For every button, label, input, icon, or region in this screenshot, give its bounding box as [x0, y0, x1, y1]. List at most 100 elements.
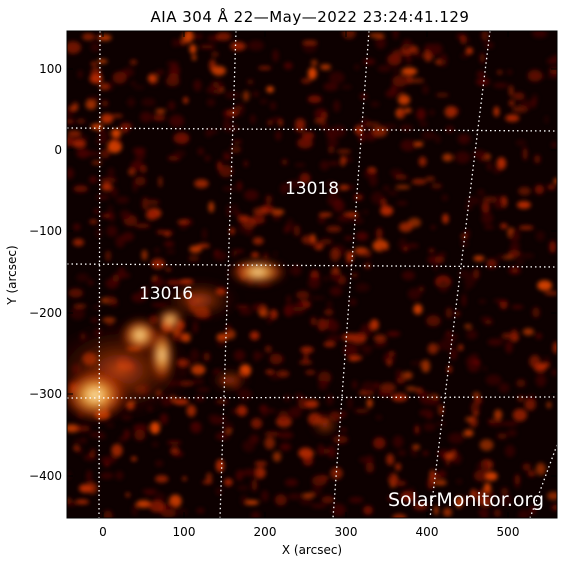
region-label-13016: 13016 [139, 284, 193, 304]
network-blob [151, 258, 165, 269]
network-blob [371, 191, 384, 205]
network-blob [184, 31, 194, 43]
network-blob [243, 160, 248, 167]
network-blob [510, 329, 518, 337]
network-blob [375, 36, 387, 50]
network-blob [494, 195, 504, 199]
network-blob [249, 331, 260, 341]
network-blob [330, 467, 343, 480]
network-blob [193, 79, 202, 92]
network-blob [232, 253, 237, 257]
network-blob [413, 304, 423, 315]
network-blob [254, 461, 267, 467]
network-blob [106, 225, 118, 237]
network-blob [524, 398, 536, 411]
network-blob [326, 128, 338, 140]
network-blob [295, 118, 306, 129]
network-blob [122, 232, 134, 242]
network-blob [103, 510, 113, 518]
solar-image [67, 31, 557, 518]
network-blob [323, 276, 329, 281]
x-axis [102, 31, 509, 518]
network-blob [309, 296, 326, 300]
network-blob [352, 380, 358, 390]
network-blob [283, 62, 293, 70]
network-blob [76, 273, 89, 282]
network-blob [295, 392, 303, 400]
network-blob [188, 255, 200, 262]
network-blob [311, 59, 318, 67]
network-blob [508, 99, 515, 107]
network-blob [359, 346, 373, 350]
network-blob [457, 133, 471, 145]
network-blob [461, 35, 466, 45]
network-blob [70, 291, 83, 297]
network-blob [83, 454, 97, 461]
network-blob [307, 67, 317, 80]
network-blob [294, 163, 306, 167]
chromosphere-network [67, 31, 557, 518]
network-blob [307, 95, 322, 103]
network-blob [498, 382, 510, 393]
network-blob [290, 302, 306, 315]
network-blob [363, 58, 376, 65]
network-blob [159, 413, 169, 425]
network-blob [155, 109, 166, 114]
network-blob [331, 503, 346, 517]
network-blob [249, 434, 259, 445]
network-blob [514, 474, 520, 486]
network-blob [90, 61, 97, 66]
network-blob [111, 443, 123, 457]
network-blob [224, 478, 233, 487]
network-blob [134, 429, 146, 441]
y-tick-label: 0 [54, 143, 62, 157]
network-blob [85, 99, 97, 110]
network-blob [445, 125, 455, 133]
network-blob [286, 295, 292, 304]
network-blob [147, 74, 159, 82]
network-blob [232, 249, 245, 253]
network-blob [226, 204, 231, 218]
network-blob [413, 502, 428, 511]
network-blob [181, 332, 191, 343]
y-tick-label: −100 [29, 224, 62, 238]
network-blob [508, 85, 514, 97]
network-blob [154, 247, 160, 254]
network-blob [305, 370, 316, 375]
network-blob [349, 298, 357, 306]
network-blob [205, 128, 213, 138]
network-blob [375, 415, 383, 420]
network-blob [373, 437, 386, 449]
network-blob [173, 150, 186, 158]
network-blob [170, 446, 180, 455]
network-blob [203, 352, 211, 362]
network-blob [298, 447, 313, 459]
network-blob [450, 347, 458, 361]
network-blob [336, 149, 352, 153]
network-blob [527, 394, 536, 401]
network-blob [516, 379, 526, 388]
network-blob [329, 286, 343, 296]
network-blob [474, 469, 490, 482]
network-blob [278, 431, 294, 439]
network-blob [213, 250, 227, 261]
plot-frame [66, 30, 558, 519]
network-blob [483, 225, 495, 230]
network-blob [532, 307, 540, 318]
network-blob [431, 183, 443, 189]
network-blob [493, 299, 507, 303]
network-blob [364, 263, 371, 269]
network-blob [427, 255, 441, 264]
network-blob [346, 250, 354, 262]
network-blob [396, 377, 406, 384]
network-blob [391, 393, 408, 402]
network-blob [410, 361, 425, 366]
network-blob [190, 421, 202, 434]
network-blob [401, 271, 415, 280]
x-tick-label: 200 [254, 525, 277, 539]
network-blob [387, 496, 392, 501]
network-blob [377, 65, 392, 72]
network-blob [95, 194, 110, 200]
network-blob [535, 333, 542, 340]
network-blob [396, 88, 405, 96]
